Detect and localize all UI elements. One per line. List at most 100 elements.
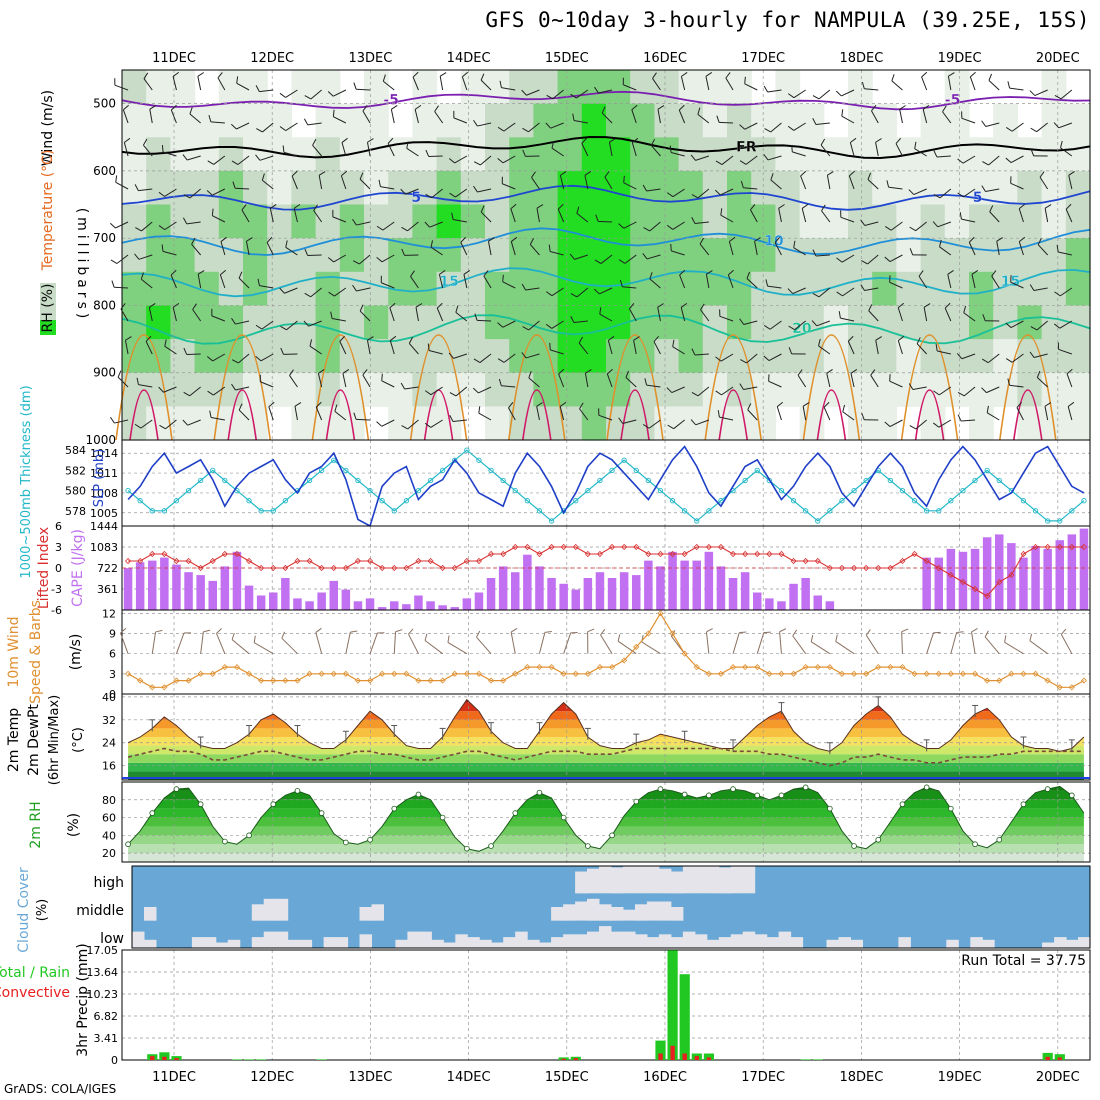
upper-wind-barb bbox=[559, 175, 565, 190]
thickness-point bbox=[439, 467, 446, 474]
wind-speed-point bbox=[451, 670, 458, 677]
upper-wind-barb-flag bbox=[362, 369, 368, 376]
upper-wind-barb-flag bbox=[935, 343, 938, 352]
cape-bar bbox=[523, 554, 532, 610]
upper-wind-barb-flag bbox=[483, 270, 489, 277]
upper-wind-barb bbox=[988, 155, 1000, 166]
temperature-frame bbox=[121, 693, 1091, 781]
rh-cell bbox=[848, 238, 873, 273]
rh-cell bbox=[848, 339, 873, 374]
rh-point bbox=[439, 814, 446, 821]
rh-cell bbox=[944, 305, 970, 340]
cloud-cell bbox=[144, 939, 157, 948]
upper-wind-barb-flag bbox=[1044, 402, 1052, 407]
upper-wind-barb-flag bbox=[750, 204, 756, 211]
rh-cell bbox=[364, 372, 389, 407]
rh-cell bbox=[412, 339, 438, 374]
upper-wind-barb-flag bbox=[266, 236, 273, 243]
upper-wind-barb-flag bbox=[359, 304, 364, 312]
upper-wind-barb bbox=[186, 221, 201, 225]
upper-wind-barb-flag bbox=[933, 422, 940, 428]
upper-wind-barb-flag bbox=[933, 150, 938, 158]
upper-wind-barb bbox=[531, 177, 540, 190]
upper-wind-barb-flag bbox=[942, 105, 947, 113]
lifted-point bbox=[754, 550, 761, 558]
rh-cell bbox=[557, 170, 583, 206]
upper-wind-barb bbox=[550, 122, 564, 129]
upper-wind-barb bbox=[671, 386, 685, 394]
lifted-point bbox=[911, 550, 918, 558]
upper-wind-barb bbox=[680, 307, 686, 322]
upper-wind-barb bbox=[407, 221, 419, 232]
rh-cell bbox=[799, 339, 825, 374]
upper-wind-barb bbox=[1058, 348, 1073, 355]
rh-cell bbox=[533, 103, 559, 138]
upper-wind-barb bbox=[1011, 122, 1024, 132]
rh-cell bbox=[775, 137, 801, 172]
lifted-point bbox=[681, 550, 688, 558]
rh-cell bbox=[509, 137, 534, 172]
upper-wind-barb bbox=[743, 187, 758, 190]
upper-wind-barb-flag bbox=[1068, 171, 1075, 176]
upper-wind-barb-flag bbox=[763, 325, 771, 330]
rh-band bbox=[128, 835, 1084, 845]
lifted-point bbox=[209, 557, 216, 565]
upper-wind-barb bbox=[501, 385, 516, 388]
upper-wind-barb-flag bbox=[149, 303, 156, 308]
upper-wind-barb bbox=[260, 381, 274, 388]
lifted-point bbox=[403, 564, 410, 572]
surface-wind-barb bbox=[510, 631, 516, 654]
rh-cell bbox=[630, 204, 655, 239]
upper-wind-barb bbox=[480, 79, 492, 91]
upper-wind-barb-flag bbox=[642, 184, 648, 192]
cape-bar bbox=[716, 566, 726, 610]
rh-point bbox=[875, 836, 882, 843]
precip-axis-label-1: Total / Rain bbox=[0, 965, 70, 981]
upper-wind-barb-flag bbox=[536, 402, 543, 407]
upper-wind-barb-flag bbox=[770, 173, 774, 181]
temperature-band bbox=[128, 745, 1084, 755]
upper-wind-barb bbox=[294, 406, 298, 421]
thickness-point bbox=[246, 498, 252, 504]
upper-wind-barb bbox=[310, 89, 322, 100]
upper-wind-barb-flag bbox=[134, 253, 140, 260]
upper-wind-barb-flag bbox=[787, 125, 795, 131]
upper-wind-barb-flag bbox=[579, 402, 584, 410]
upper-wind-barb bbox=[604, 176, 613, 190]
upper-wind-barb bbox=[116, 254, 129, 264]
thickness-point bbox=[1057, 518, 1063, 524]
precip-total-bar bbox=[1054, 1054, 1065, 1060]
upper-wind-barb bbox=[503, 122, 516, 132]
upper-wind-barb bbox=[291, 175, 298, 190]
upper-wind-barb bbox=[916, 343, 928, 355]
hot-isotherm bbox=[227, 389, 257, 441]
rh-cell bbox=[243, 70, 268, 105]
wind-speed-point bbox=[149, 684, 156, 691]
cape-bar bbox=[934, 557, 943, 610]
upper-wind-barb-flag bbox=[569, 253, 575, 260]
upper-wind-barb-flag bbox=[549, 342, 551, 350]
rh-cell bbox=[654, 271, 680, 306]
upper-wind-barb bbox=[1059, 320, 1073, 329]
upper-wind-barb-flag bbox=[312, 138, 317, 146]
surface-wind-barb bbox=[792, 635, 807, 654]
lifted-point bbox=[524, 543, 531, 551]
rh-cell bbox=[364, 305, 389, 340]
cloud-cell bbox=[587, 868, 600, 894]
upper-wind-barb-flag bbox=[498, 378, 502, 386]
cloud-cell bbox=[251, 937, 265, 948]
upper-wind-barb-flag bbox=[463, 270, 471, 275]
surface-wind-barb-flag bbox=[706, 628, 713, 633]
thickness-point bbox=[948, 498, 954, 504]
wind-speed-point bbox=[621, 657, 628, 664]
upper-wind-barb-flag bbox=[835, 90, 842, 97]
surface-wind-barb-flag bbox=[865, 629, 871, 636]
upper-wind-barb-flag bbox=[462, 71, 469, 78]
upper-wind-barb-flag bbox=[545, 291, 553, 297]
upper-wind-barb bbox=[148, 307, 153, 322]
surface-wind-barb bbox=[447, 641, 468, 655]
upper-wind-barb-flag bbox=[172, 302, 180, 308]
upper-wind-barb bbox=[629, 308, 637, 322]
thickness-point bbox=[258, 508, 264, 514]
